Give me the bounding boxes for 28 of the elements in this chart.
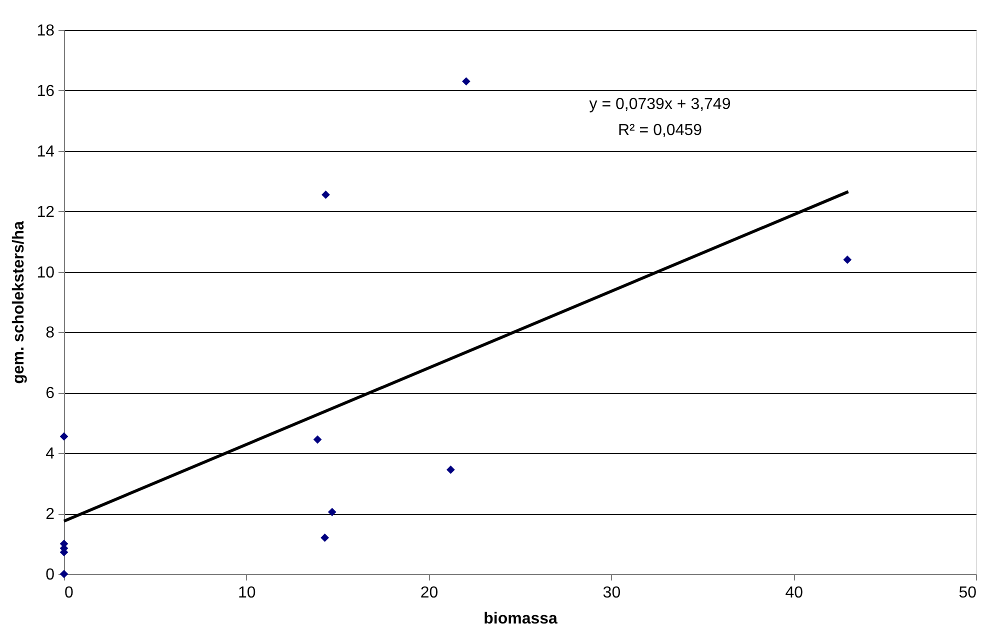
point — [322, 190, 330, 199]
y-tick-label: 16 — [36, 82, 55, 100]
y-tick-label: 2 — [46, 506, 55, 524]
point — [328, 508, 336, 516]
y-tick-label: 0 — [46, 566, 55, 584]
x-tick-label: 50 — [958, 584, 977, 602]
x-tick-label: 30 — [602, 584, 621, 602]
annotation: y = 0,0739x + 3,749 — [589, 96, 731, 113]
point — [320, 534, 330, 542]
x-tick-label: 40 — [785, 584, 804, 602]
x-tick-label: 0 — [64, 584, 74, 602]
annotation: R² = 0,0459 — [618, 122, 702, 139]
x-axis-title: biomassa — [484, 610, 558, 628]
y-tick-label: 18 — [36, 22, 55, 40]
point — [843, 256, 852, 264]
x-tick-label: 20 — [420, 584, 438, 602]
y-tick-label: 14 — [36, 143, 55, 160]
point — [462, 77, 470, 86]
y-tick-label: 12 — [36, 204, 55, 221]
point — [446, 466, 455, 474]
y-axis-title: gem. scholeksters/ha — [10, 221, 28, 384]
point — [60, 432, 68, 441]
y-tick-label: 6 — [46, 385, 55, 402]
point — [313, 435, 322, 444]
y-tick-label: 4 — [46, 446, 55, 463]
y-tick-label: 8 — [46, 324, 55, 342]
x-tick-label: 10 — [238, 584, 256, 602]
y-tick-label: 10 — [36, 264, 55, 282]
